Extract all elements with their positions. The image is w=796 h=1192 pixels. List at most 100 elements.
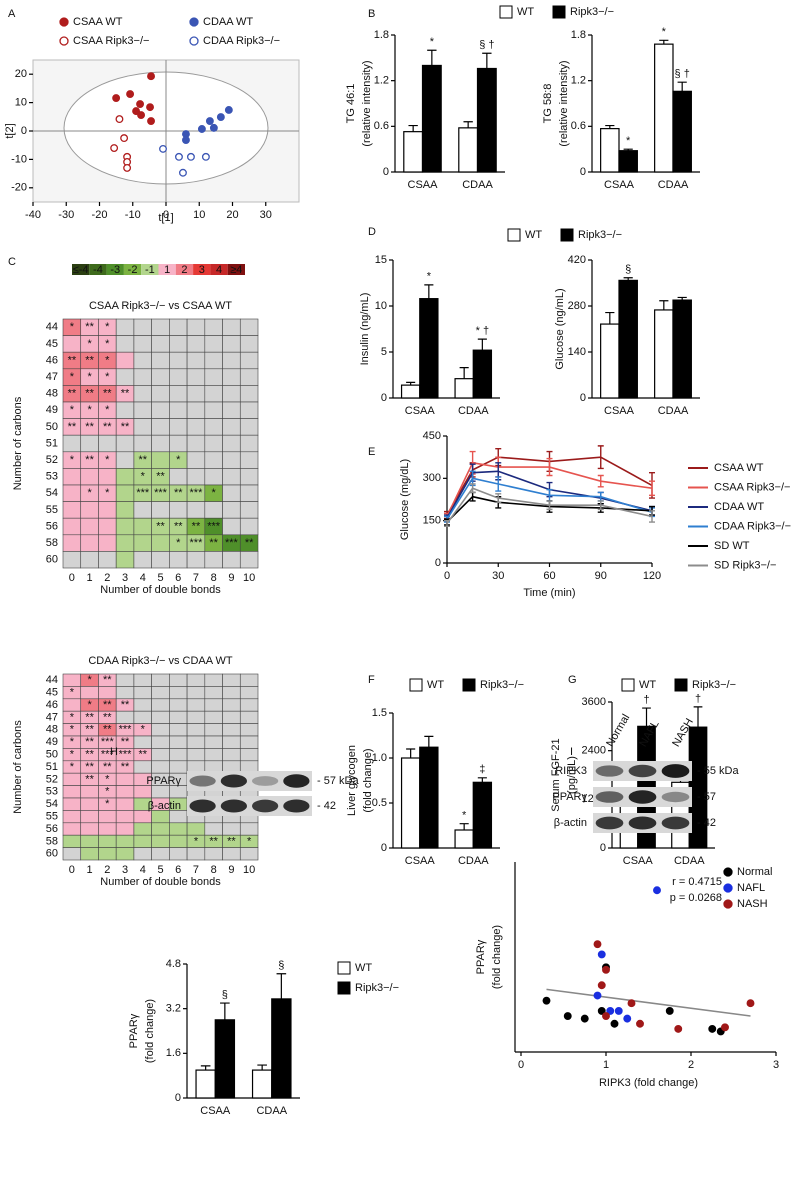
empty-cell	[151, 673, 170, 687]
error-bar	[649, 510, 655, 523]
error-bar	[605, 124, 615, 129]
error-bar	[677, 81, 687, 92]
series-line	[446, 470, 653, 519]
y-tick-label: 51	[46, 761, 58, 773]
legend-label: Ripk3−/−	[355, 982, 399, 994]
cell-annotation: **	[103, 711, 112, 723]
bar	[672, 90, 692, 173]
cell-annotation: *	[105, 354, 110, 366]
heatmap-cell	[62, 673, 82, 687]
y-tick-label: 0	[435, 557, 441, 569]
scale-label: -4	[93, 264, 103, 276]
bar	[271, 998, 292, 1099]
empty-cell	[186, 434, 206, 453]
cell-annotation: *	[105, 773, 110, 785]
cell-annotation: *	[87, 404, 92, 416]
heatmap-cell	[133, 810, 152, 824]
significance-label: § †	[675, 68, 690, 80]
cell-annotation: **	[85, 321, 94, 333]
point	[610, 1019, 619, 1028]
heatmap-cell	[98, 517, 117, 536]
empty-cell	[151, 551, 170, 569]
blot-size-label: - 55 kDa	[697, 765, 739, 777]
point	[623, 1014, 632, 1023]
bar	[476, 67, 497, 173]
x-tick-label: 8	[211, 572, 217, 584]
heatmap-cell	[80, 847, 99, 861]
empty-cell	[151, 785, 170, 799]
blot-band	[220, 799, 247, 813]
empty-cell	[169, 810, 188, 824]
heatmap-cell	[80, 501, 99, 519]
empty-cell	[239, 434, 259, 453]
x-tick-label: CDAA	[462, 179, 493, 191]
scale-swatch	[141, 264, 159, 275]
y-axis-label: (relative intensity)	[361, 60, 373, 146]
y-tick-label: 150	[423, 515, 441, 527]
empty-cell	[169, 468, 188, 486]
blot-band	[661, 791, 690, 803]
blot-band	[283, 774, 310, 788]
blot-band	[595, 765, 624, 777]
empty-cell	[204, 434, 223, 453]
empty-cell	[222, 368, 241, 386]
y-tick-label: 47	[46, 371, 58, 383]
series-line	[446, 461, 653, 517]
cell-annotation: ***	[207, 520, 221, 532]
empty-cell	[204, 710, 223, 724]
y-tick-label: 1.5	[372, 707, 387, 719]
empty-cell	[151, 735, 170, 749]
legend-label: Ripk3−/−	[570, 6, 614, 18]
error-bar	[649, 480, 655, 496]
error-bar	[477, 777, 487, 783]
heatmap-cell	[115, 501, 135, 519]
empty-cell	[239, 418, 259, 436]
empty-cell	[133, 401, 152, 419]
cell-annotation: **	[85, 711, 94, 723]
error-bar	[276, 973, 287, 999]
x-tick-label: 10	[243, 864, 255, 876]
blot-band	[661, 764, 690, 778]
empty-cell	[186, 401, 206, 419]
legend-swatch	[552, 5, 566, 19]
y-tick-label: 10	[15, 97, 27, 109]
y-tick-label: 3600	[582, 696, 606, 708]
cell-annotation: **	[103, 674, 112, 686]
y-axis-label: t[2]	[4, 123, 16, 138]
y-axis-label: Serum FGF-21	[550, 738, 562, 811]
blot-band	[661, 816, 690, 830]
error-bar	[546, 500, 553, 511]
y-axis-label: (fold change)	[491, 925, 503, 989]
empty-cell	[239, 468, 259, 486]
panel-label: D	[368, 226, 376, 238]
x-tick-label: 0	[518, 1059, 524, 1071]
empty-cell	[239, 698, 259, 712]
point	[542, 996, 551, 1005]
empty-cell	[239, 351, 259, 370]
error-bar	[220, 1002, 230, 1020]
empty-cell	[204, 401, 223, 419]
empty-cell	[186, 335, 206, 353]
cell-annotation: *	[105, 487, 110, 499]
heatmap-cell	[62, 834, 82, 848]
error-bar	[495, 476, 502, 492]
y-tick-label: 55	[46, 504, 58, 516]
cell-annotation: **	[156, 471, 165, 483]
x-tick-label: 120	[643, 570, 661, 582]
heatmap-cell	[62, 501, 82, 519]
heatmap-cell	[62, 468, 82, 486]
heatmap-cell	[62, 517, 82, 536]
empty-cell	[204, 723, 223, 737]
cell-annotation: ***	[190, 487, 204, 499]
legend-swatch	[189, 17, 199, 27]
y-tick-label: 51	[46, 437, 58, 449]
y-axis-label: Insulin (ng/mL)	[359, 293, 371, 366]
error-bar	[677, 296, 687, 301]
point	[115, 115, 124, 124]
blot-row-label: RIPK3	[555, 765, 587, 777]
empty-cell	[169, 335, 188, 353]
error-bar	[642, 707, 651, 727]
empty-cell	[151, 318, 170, 336]
empty-cell	[169, 385, 188, 403]
